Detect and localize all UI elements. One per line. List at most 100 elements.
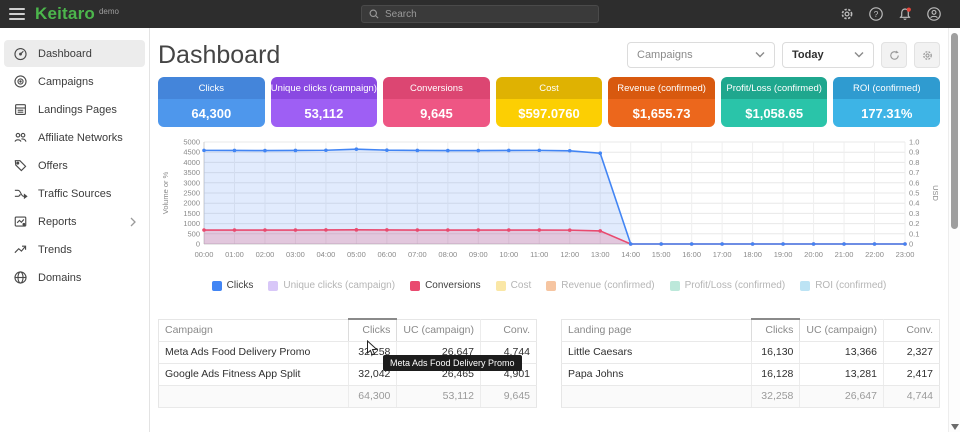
legend-item-clicks[interactable]: Clicks xyxy=(212,280,254,291)
row-value: 13,281 xyxy=(800,363,884,385)
stat-card-value: $597.0760 xyxy=(496,99,603,127)
stat-card-unique-clicks-campaign[interactable]: Unique clicks (campaign)53,112 xyxy=(271,77,378,127)
svg-text:01:00: 01:00 xyxy=(225,250,244,259)
table-header-name[interactable]: Landing page xyxy=(562,319,752,341)
legend-label: Conversions xyxy=(425,280,481,291)
row-name[interactable]: Google Ads Fitness App Split xyxy=(159,363,349,385)
svg-text:23:00: 23:00 xyxy=(896,250,915,259)
period-select[interactable]: Today xyxy=(782,42,874,68)
row-name[interactable]: Meta Ads Food Delivery Promo xyxy=(159,341,349,363)
table-row[interactable]: Papa Johns16,12813,2812,417 xyxy=(562,363,940,385)
svg-text:20:00: 20:00 xyxy=(804,250,823,259)
table-header-row: Landing pageClicksUC (campaign)Conv. xyxy=(562,319,940,341)
menu-icon[interactable] xyxy=(9,8,25,20)
sidebar-item-trends[interactable]: Trends xyxy=(4,236,145,263)
settings-gear-icon[interactable] xyxy=(839,6,855,22)
svg-text:Volume or %: Volume or % xyxy=(161,171,170,214)
svg-text:0.5: 0.5 xyxy=(909,189,919,198)
svg-text:04:00: 04:00 xyxy=(317,250,336,259)
svg-text:12:00: 12:00 xyxy=(560,250,579,259)
legend-item-cost[interactable]: Cost xyxy=(496,280,532,291)
svg-text:4500: 4500 xyxy=(183,148,200,157)
stat-card-value: 53,112 xyxy=(271,99,378,127)
table-header-clicks[interactable]: Clicks xyxy=(752,319,800,341)
sidebar-item-label: Campaigns xyxy=(38,76,94,88)
svg-text:4000: 4000 xyxy=(183,158,200,167)
page-title: Dashboard xyxy=(158,41,280,70)
svg-text:?: ? xyxy=(874,9,879,19)
chevron-right-icon xyxy=(130,217,136,227)
row-value: 2,327 xyxy=(884,341,940,363)
stat-card-label: Clicks xyxy=(158,77,265,99)
legend-item-profit-loss-confirmed[interactable]: Profit/Loss (confirmed) xyxy=(670,280,786,291)
sidebar-item-offers[interactable]: Offers xyxy=(4,152,145,179)
svg-text:1.0: 1.0 xyxy=(909,138,919,147)
stat-card-conversions[interactable]: Conversions9,645 xyxy=(383,77,490,127)
sidebar-item-dashboard[interactable]: Dashboard xyxy=(4,40,145,67)
sidebar-item-affiliate-networks[interactable]: Affiliate Networks xyxy=(4,124,145,151)
trend-icon xyxy=(13,242,28,257)
row-value: 16,128 xyxy=(752,363,800,385)
table-header-conv[interactable]: Conv. xyxy=(884,319,940,341)
notifications-bell-icon[interactable] xyxy=(897,6,913,22)
row-name[interactable]: Little Caesars xyxy=(562,341,752,363)
refresh-button[interactable] xyxy=(881,42,907,68)
stat-card-label: Conversions xyxy=(383,77,490,99)
account-icon[interactable] xyxy=(926,6,942,22)
search-box[interactable] xyxy=(361,5,599,23)
svg-text:14:00: 14:00 xyxy=(621,250,640,259)
table-header-name[interactable]: Campaign xyxy=(159,319,349,341)
scrollbar-down-arrow-icon[interactable] xyxy=(951,424,959,430)
stat-card-value: $1,058.65 xyxy=(721,99,828,127)
svg-text:0.6: 0.6 xyxy=(909,178,919,187)
svg-text:0: 0 xyxy=(196,240,200,249)
table-header-conv[interactable]: Conv. xyxy=(481,319,537,341)
legend-swatch xyxy=(212,281,222,291)
stat-card-revenue-confirmed[interactable]: Revenue (confirmed)$1,655.73 xyxy=(608,77,715,127)
svg-text:07:00: 07:00 xyxy=(408,250,427,259)
stat-card-value: 9,645 xyxy=(383,99,490,127)
legend-item-unique-clicks-campaign[interactable]: Unique clicks (campaign) xyxy=(268,280,395,291)
stat-card-label: ROI (confirmed) xyxy=(833,77,940,99)
globe-icon xyxy=(13,270,28,285)
search-input[interactable] xyxy=(385,9,585,20)
table-header-clicks[interactable]: Clicks xyxy=(349,319,397,341)
svg-text:00:00: 00:00 xyxy=(195,250,214,259)
legend-item-roi-confirmed[interactable]: ROI (confirmed) xyxy=(800,280,886,291)
table-header-uc-campaign[interactable]: UC (campaign) xyxy=(397,319,481,341)
help-icon[interactable]: ? xyxy=(868,6,884,22)
sidebar-item-domains[interactable]: Domains xyxy=(4,264,145,291)
logo-demo-label: demo xyxy=(99,7,119,16)
stat-card-label: Revenue (confirmed) xyxy=(608,77,715,99)
svg-text:11:00: 11:00 xyxy=(530,250,548,259)
stat-card-cost[interactable]: Cost$597.0760 xyxy=(496,77,603,127)
target-icon xyxy=(13,74,28,89)
campaigns-filter-select[interactable]: Campaigns xyxy=(627,42,775,68)
svg-text:0.4: 0.4 xyxy=(909,199,919,208)
stat-card-label: Unique clicks (campaign) xyxy=(271,77,378,99)
tag-icon xyxy=(13,158,28,173)
page-scrollbar[interactable] xyxy=(948,28,960,432)
svg-text:1000: 1000 xyxy=(183,219,200,228)
sidebar-item-landings-pages[interactable]: Landings Pages xyxy=(4,96,145,123)
table-header-uc-campaign[interactable]: UC (campaign) xyxy=(800,319,884,341)
stat-card-profit-loss-confirmed[interactable]: Profit/Loss (confirmed)$1,058.65 xyxy=(721,77,828,127)
sidebar-item-label: Dashboard xyxy=(38,48,92,60)
dashboard-settings-button[interactable] xyxy=(914,42,940,68)
sidebar-item-label: Offers xyxy=(38,160,68,172)
sidebar-item-reports[interactable]: Reports xyxy=(4,208,145,235)
chevron-down-icon xyxy=(854,49,864,61)
row-name[interactable]: Papa Johns xyxy=(562,363,752,385)
footer-total: 9,645 xyxy=(481,385,537,407)
legend-item-conversions[interactable]: Conversions xyxy=(410,280,481,291)
sidebar-item-campaigns[interactable]: Campaigns xyxy=(4,68,145,95)
table-row[interactable]: Little Caesars16,13013,3662,327 xyxy=(562,341,940,363)
sidebar-item-traffic-sources[interactable]: Traffic Sources xyxy=(4,180,145,207)
svg-text:3500: 3500 xyxy=(183,168,200,177)
stat-card-clicks[interactable]: Clicks64,300 xyxy=(158,77,265,127)
footer-total: 64,300 xyxy=(349,385,397,407)
scrollbar-thumb[interactable] xyxy=(951,33,958,229)
stat-card-roi-confirmed[interactable]: ROI (confirmed)177.31% xyxy=(833,77,940,127)
campaigns-filter-value: Campaigns xyxy=(637,49,693,61)
legend-item-revenue-confirmed[interactable]: Revenue (confirmed) xyxy=(546,280,654,291)
